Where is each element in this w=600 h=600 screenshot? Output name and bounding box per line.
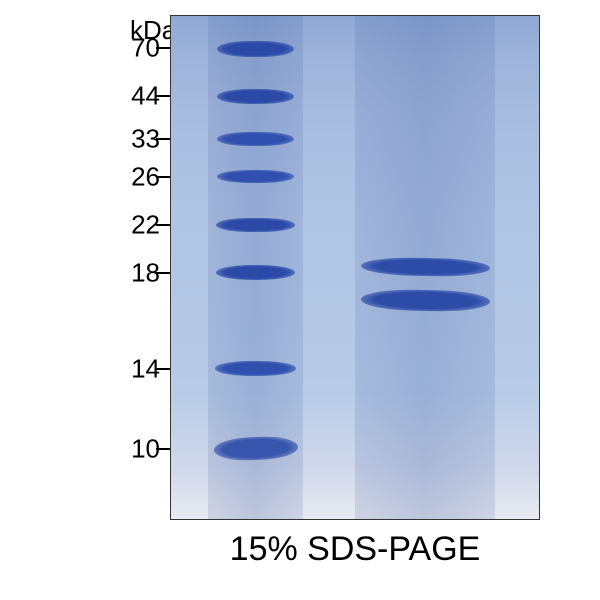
tick-line xyxy=(156,448,170,450)
band xyxy=(217,41,294,57)
band xyxy=(217,132,294,146)
band xyxy=(217,89,294,104)
tick-line xyxy=(156,176,170,178)
band xyxy=(216,218,294,232)
gel-image xyxy=(170,15,540,520)
band xyxy=(215,361,295,376)
lane-marker xyxy=(208,16,304,519)
band xyxy=(216,265,294,279)
tick-line xyxy=(156,47,170,49)
band xyxy=(217,170,294,183)
lane-sample xyxy=(355,16,495,519)
tick-line xyxy=(156,138,170,140)
tick-line xyxy=(156,95,170,97)
tick-line xyxy=(156,224,170,226)
tick-line xyxy=(156,368,170,370)
tick-line xyxy=(156,272,170,274)
caption: 15% SDS-PAGE xyxy=(170,530,540,569)
